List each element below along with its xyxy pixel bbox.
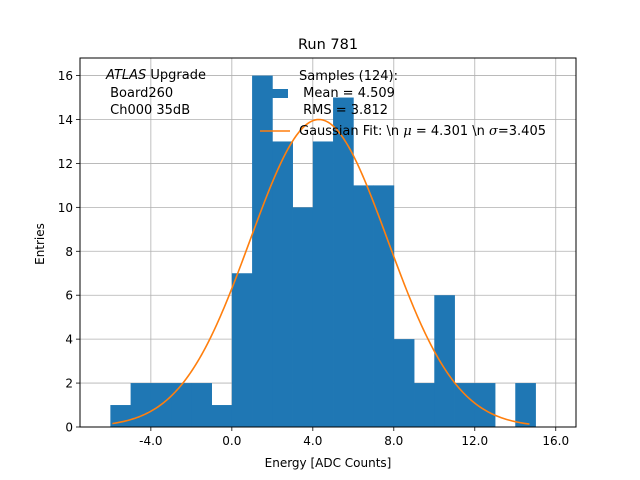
y-tick-label: 14 [58, 113, 73, 127]
x-tick-label: 4.0 [303, 434, 322, 448]
histogram-bar [130, 383, 152, 427]
histogram-bar [191, 383, 212, 427]
x-tick-label: 8.0 [384, 434, 403, 448]
y-tick-label: 4 [65, 333, 73, 347]
plot-frame [79, 57, 577, 428]
y-tick-label: 6 [65, 289, 73, 303]
gaussian-fit [112, 118, 530, 425]
y-tick-label: 0 [65, 421, 73, 435]
x-axis-label: Energy [ADC Counts] [265, 456, 392, 470]
y-tick-label: 10 [58, 201, 73, 215]
y-tick-label: 2 [65, 377, 73, 391]
histogram-bar [373, 185, 395, 427]
histogram-bar [211, 405, 233, 427]
annotation-upgrade: Upgrade [146, 68, 206, 83]
histogram-bar [515, 383, 536, 427]
y-tick-label: 12 [58, 157, 73, 171]
gaussian-fit-line [112, 118, 530, 425]
annotation-line-3: Ch000 35dB [106, 103, 190, 118]
histogram-bar [393, 339, 415, 427]
histogram-bar [474, 383, 496, 427]
atlas-annotation: ATLAS Upgrade Board260 Ch000 35dB [105, 68, 206, 118]
y-axis-label: Entries [33, 223, 47, 265]
legend-samples-swatch [266, 89, 288, 98]
x-tick-label: 0.0 [222, 434, 241, 448]
x-tick-label: 12.0 [461, 434, 488, 448]
y-tick-label: 16 [58, 69, 73, 83]
histogram-bar [252, 75, 273, 428]
legend-fit-post: =3.405 [498, 124, 546, 139]
legend-fit-label: Gaussian Fit: \n μ = 4.301 \n σ=3.405 [299, 124, 546, 139]
histogram-bar [454, 383, 476, 427]
histogram-bar [333, 97, 354, 428]
histogram-bar [171, 383, 192, 427]
histogram-bar [414, 383, 435, 427]
legend-samples-line-3: RMS = 3.812 [299, 103, 388, 118]
legend-fit-mu: μ [403, 124, 411, 139]
x-tick-label: -4.0 [139, 434, 162, 448]
histogram-bar [231, 273, 253, 427]
y-tick-label: 8 [65, 245, 73, 259]
chart-title: Run 781 [298, 37, 358, 53]
histogram-bars [110, 75, 536, 428]
histogram-bar [353, 185, 374, 427]
legend-samples-line-1: Samples (124): [299, 69, 398, 84]
legend-fit-pre: Gaussian Fit: \n [299, 124, 403, 139]
histogram-bar [312, 141, 334, 427]
legend: Samples (124): Mean = 4.509 RMS = 3.812 … [260, 69, 546, 139]
histogram-bar [272, 141, 293, 427]
annotation-line-1: ATLAS Upgrade [105, 68, 206, 83]
axis-ticks: -4.0 0.0 4.0 8.0 12.0 16.0 0 2 4 6 8 10 12 14 16 [58, 69, 569, 448]
histogram-bar [292, 207, 314, 427]
legend-fit-mid: = 4.301 \n [412, 124, 489, 139]
legend-samples-line-2: Mean = 4.509 [299, 86, 395, 101]
legend-fit-sigma: σ [489, 124, 499, 139]
annotation-line-2: Board260 [106, 86, 173, 101]
histogram-bar [434, 295, 455, 427]
annotation-atlas: ATLAS [105, 68, 146, 83]
x-tick-label: 16.0 [542, 434, 569, 448]
